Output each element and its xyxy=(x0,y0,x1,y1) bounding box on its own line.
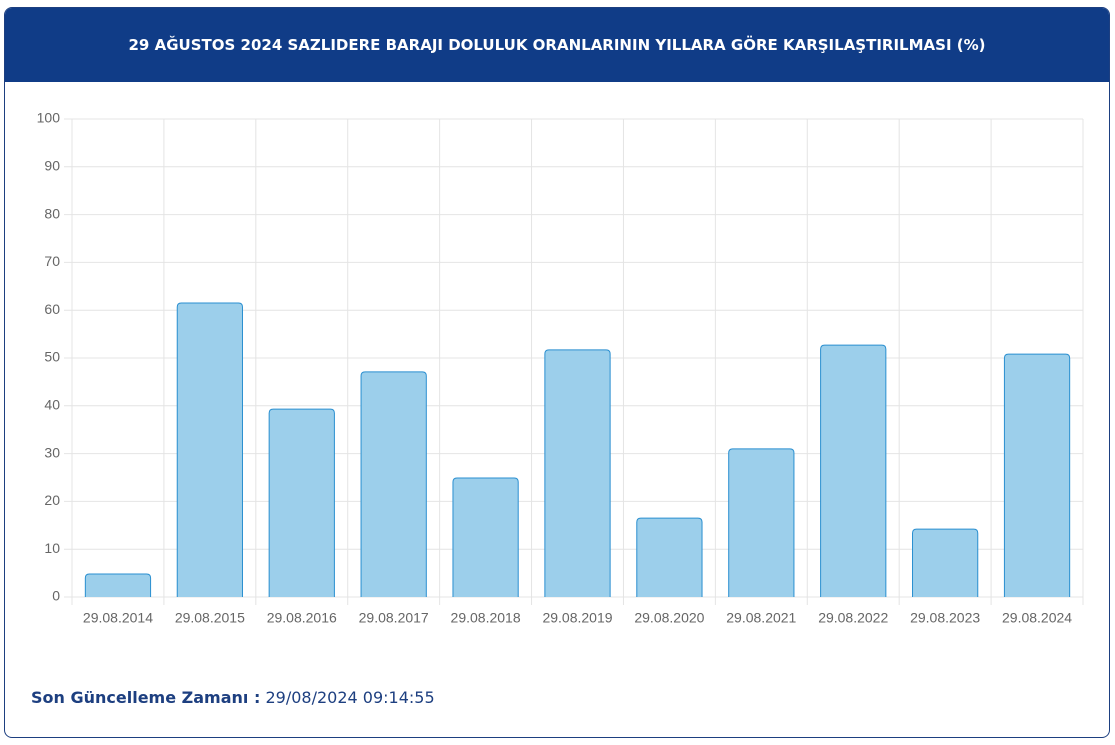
y-tick-label: 0 xyxy=(52,588,60,604)
chart-title: 29 AĞUSTOS 2024 SAZLIDERE BARAJI DOLULUK… xyxy=(5,8,1109,82)
panel: 29 AĞUSTOS 2024 SAZLIDERE BARAJI DOLULUK… xyxy=(4,7,1110,738)
x-tick-label: 29.08.2017 xyxy=(359,610,429,626)
footer-label: Son Güncelleme Zamanı : xyxy=(31,688,261,707)
y-tick-label: 70 xyxy=(44,253,60,269)
x-tick-label: 29.08.2019 xyxy=(542,610,612,626)
x-tick-label: 29.08.2014 xyxy=(83,610,153,626)
bar xyxy=(820,344,887,597)
bar xyxy=(636,517,703,597)
x-tick-label: 29.08.2020 xyxy=(634,610,704,626)
y-tick-label: 10 xyxy=(44,540,60,556)
y-tick-label: 100 xyxy=(37,110,61,126)
y-tick-label: 60 xyxy=(44,301,60,317)
footer: Son Güncelleme Zamanı : 29/08/2024 09:14… xyxy=(31,688,435,707)
bar xyxy=(360,371,427,597)
bar xyxy=(912,528,979,597)
bar xyxy=(452,477,519,597)
y-tick-label: 20 xyxy=(44,492,60,508)
bar xyxy=(176,302,243,597)
y-tick-label: 30 xyxy=(44,444,60,460)
bar xyxy=(544,349,611,597)
x-tick-label: 29.08.2015 xyxy=(175,610,245,626)
bar xyxy=(1003,353,1071,597)
bar xyxy=(84,573,152,597)
y-tick-label: 40 xyxy=(44,397,60,413)
bar xyxy=(728,448,795,597)
footer-value: 29/08/2024 09:14:55 xyxy=(265,688,435,707)
x-tick-label: 29.08.2018 xyxy=(451,610,521,626)
x-tick-label: 29.08.2022 xyxy=(818,610,888,626)
y-tick-label: 80 xyxy=(44,205,60,221)
y-tick-label: 50 xyxy=(44,349,60,365)
x-tick-label: 29.08.2021 xyxy=(726,610,796,626)
bar xyxy=(268,408,335,597)
x-tick-label: 29.08.2024 xyxy=(1002,610,1072,626)
y-tick-label: 90 xyxy=(44,158,60,174)
x-tick-label: 29.08.2023 xyxy=(910,610,980,626)
x-tick-label: 29.08.2016 xyxy=(267,610,337,626)
